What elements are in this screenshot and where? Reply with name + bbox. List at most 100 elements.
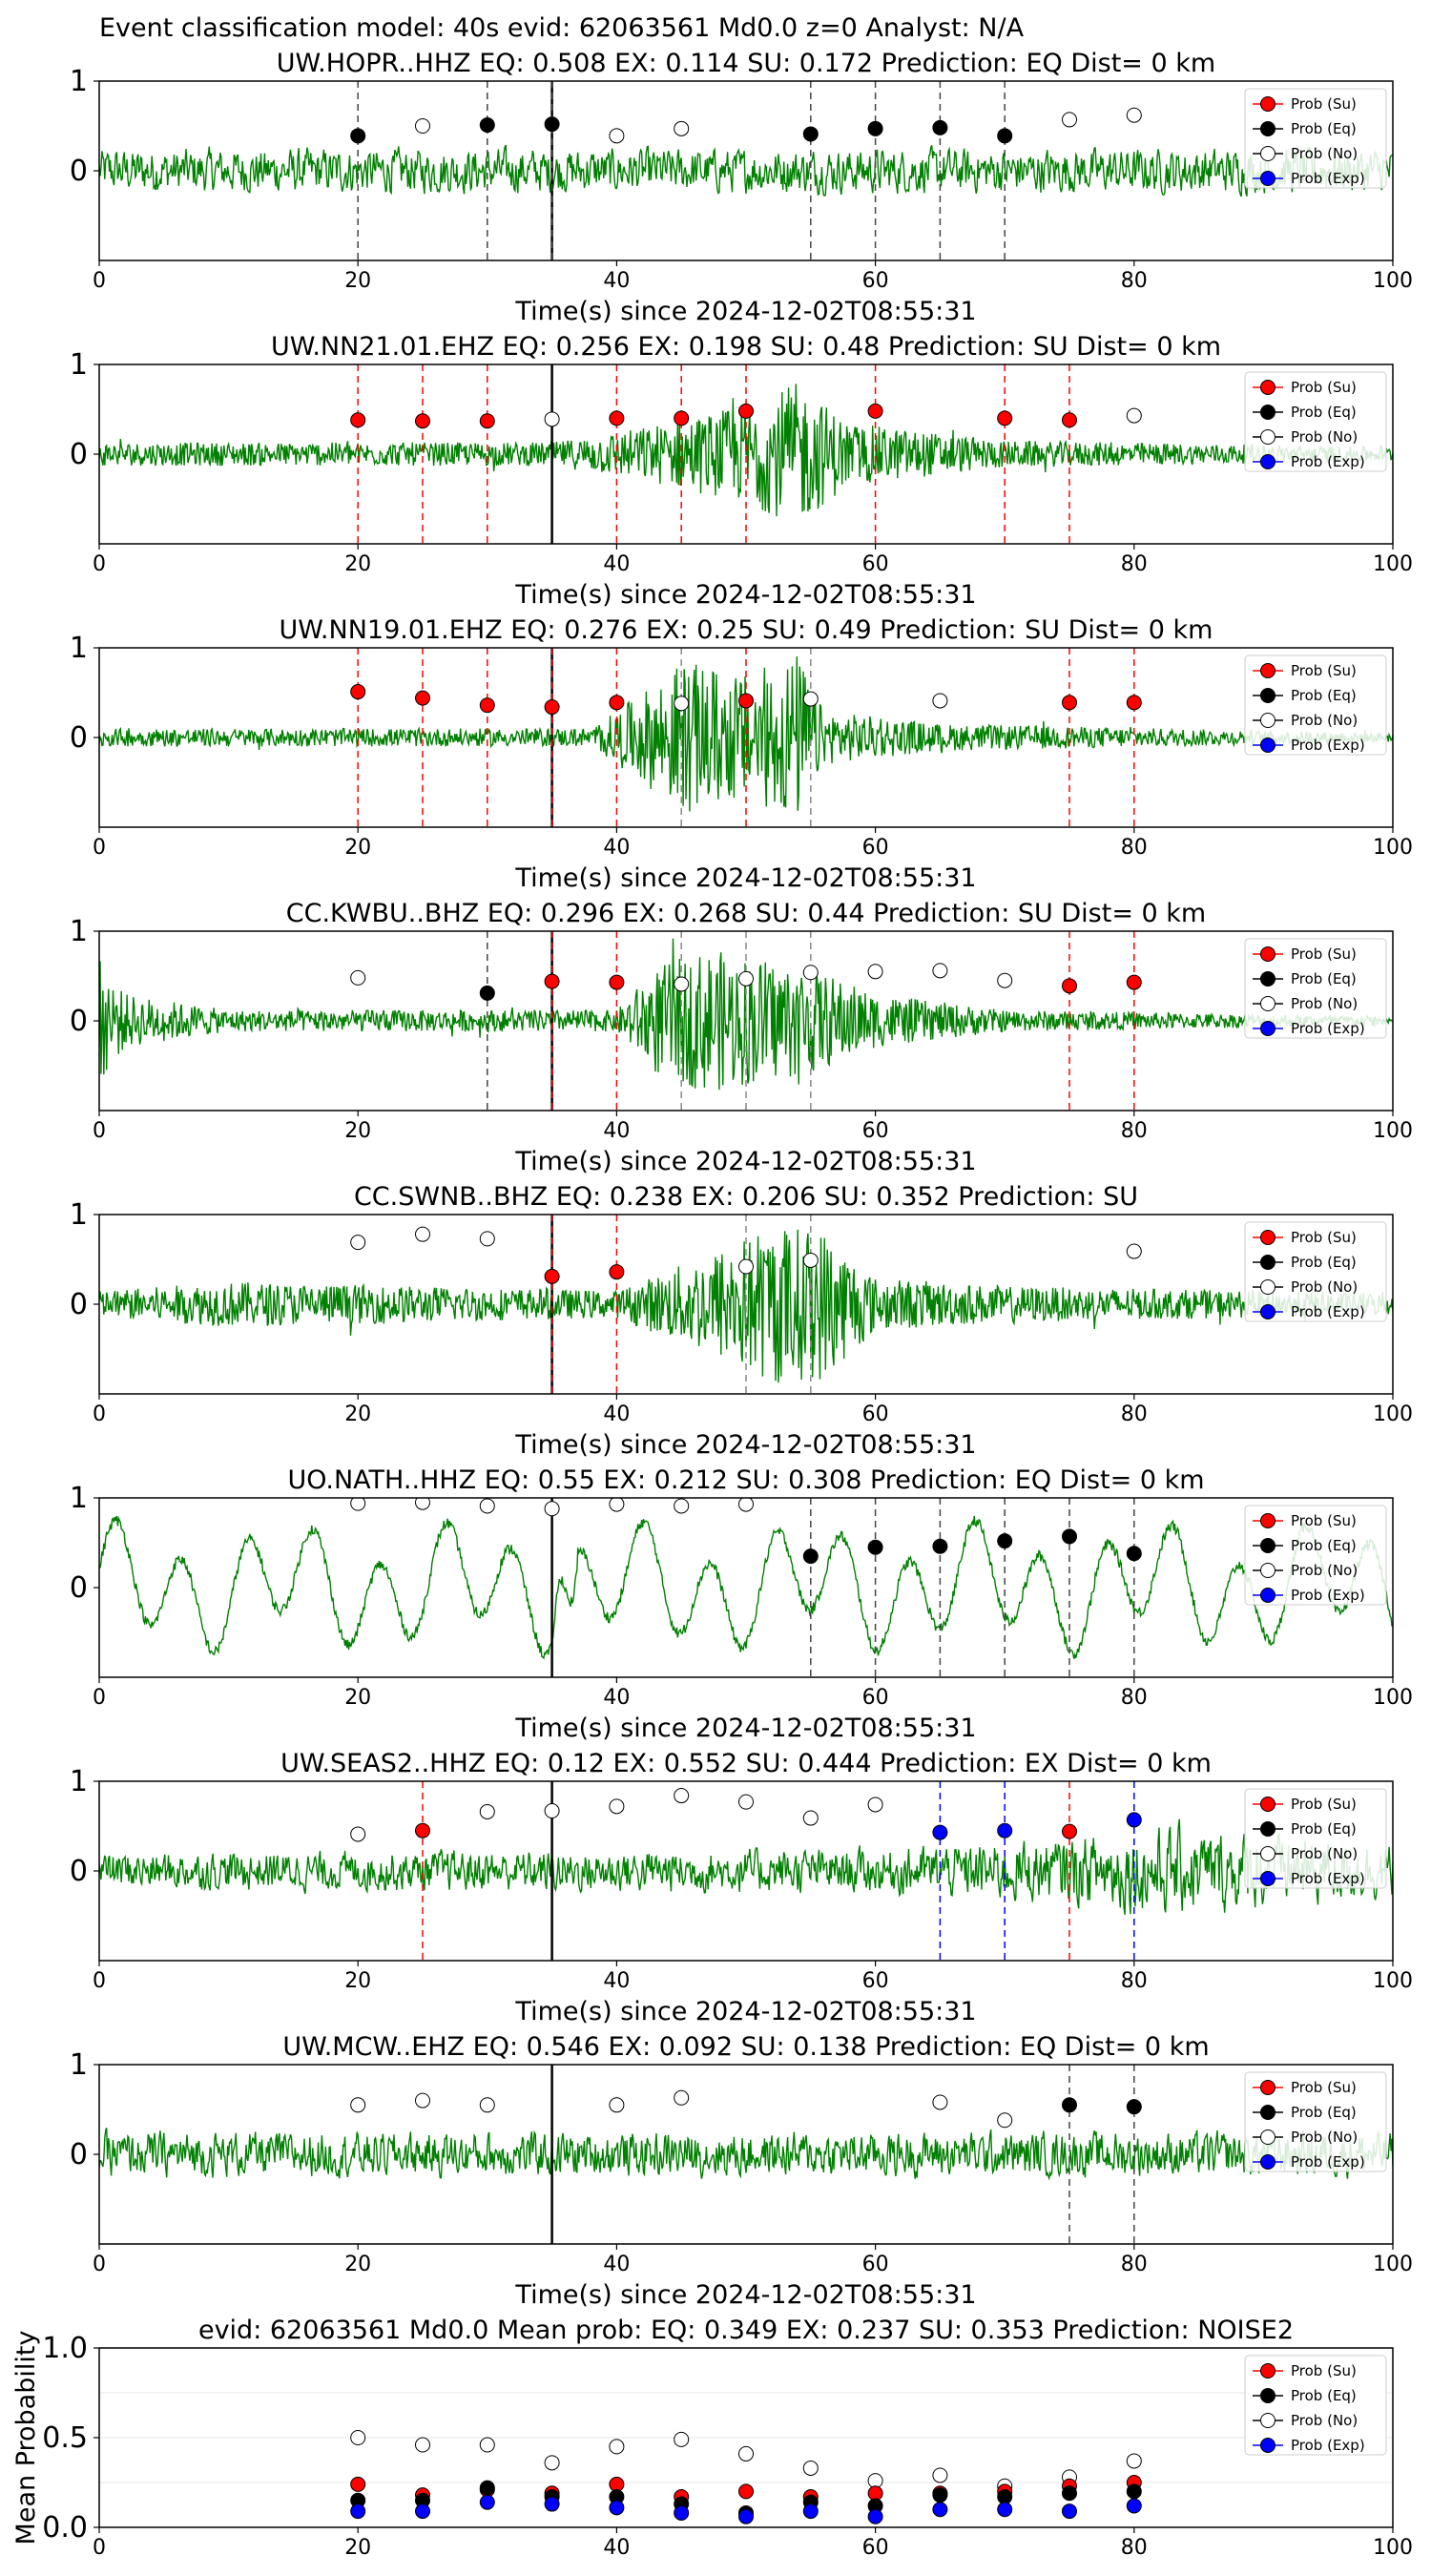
y-axis-label: Mean Probability: [11, 2331, 41, 2545]
prob-point-no: [997, 2112, 1013, 2129]
legend-label-exp: Prob (Exp): [1291, 1020, 1365, 1037]
prob-point-su: [415, 1822, 430, 1839]
prob-point-su: [1062, 1823, 1077, 1839]
mean-point-no: [479, 2437, 495, 2453]
legend-label-no: Prob (No): [1291, 2129, 1358, 2146]
mean-point-no: [415, 2437, 430, 2453]
x-tick-label: 60: [862, 2536, 889, 2560]
x-tick-label: 0: [93, 1686, 106, 1710]
legend-marker-exp: [1260, 454, 1275, 469]
legend: Prob (Su) Prob (Eq) Prob (No) Prob (Exp): [1244, 2355, 1387, 2456]
x-tick-label: 20: [344, 1686, 371, 1710]
prob-point-su: [544, 699, 560, 716]
legend-label-eq: Prob (Eq): [1291, 1537, 1357, 1554]
legend: Prob (Su) Prob (Eq) Prob (No) Prob (Exp): [1244, 654, 1387, 756]
x-tick-label: 80: [1121, 1686, 1148, 1710]
x-tick-label: 60: [862, 2253, 889, 2276]
legend-marker-su: [1260, 2363, 1275, 2379]
mean-point-exp: [415, 2503, 430, 2520]
legend-label-no: Prob (No): [1291, 428, 1358, 446]
x-tick-label: 80: [1121, 552, 1148, 576]
prob-point-no: [415, 1226, 430, 1242]
plot-area: [99, 1498, 1393, 1677]
prob-point-eq: [867, 1539, 883, 1555]
x-tick-label: 0: [93, 1402, 106, 1426]
legend: Prob (Su) Prob (Eq) Prob (No) Prob (Exp): [1244, 2071, 1387, 2172]
legend-label-no: Prob (No): [1291, 1278, 1358, 1296]
x-tick-label: 100: [1373, 1969, 1413, 1993]
legend-label-eq: Prob (Eq): [1291, 2104, 1357, 2121]
legend-box: [1244, 654, 1387, 756]
x-tick-label: 40: [603, 269, 630, 293]
prob-point-no: [738, 1258, 754, 1275]
chart-panel-4: CC.KWBU..BHZ EQ: 0.296 EX: 0.268 SU: 0.4…: [70, 899, 1413, 1176]
y-tick-label: 0: [70, 1005, 88, 1038]
prob-point-no: [415, 2092, 430, 2109]
prob-point-no: [544, 1803, 560, 1819]
mean-point-exp: [738, 2508, 754, 2524]
prob-point-no: [609, 128, 625, 144]
legend-marker-no: [1260, 429, 1275, 445]
prob-point-eq: [1062, 2097, 1077, 2113]
legend: Prob (Su) Prob (Eq) Prob (No) Prob (Exp): [1244, 1505, 1387, 1606]
x-axis-label: Time(s) since 2024-12-02T08:55:31: [514, 580, 976, 610]
x-tick-label: 0: [93, 836, 106, 860]
mean-point-eq: [1126, 2483, 1142, 2500]
legend-label-eq: Prob (Eq): [1291, 970, 1357, 987]
prob-point-no: [479, 1498, 495, 1514]
legend-marker-su: [1260, 96, 1275, 112]
prob-point-eq: [479, 117, 495, 134]
plot-area: [99, 1215, 1393, 1394]
legend-box: [1244, 1221, 1387, 1322]
x-tick-label: 0: [93, 2536, 106, 2560]
x-axis-label: Time(s) since 2024-12-02T08:55:31: [514, 1147, 976, 1176]
prob-point-no: [802, 691, 819, 707]
legend-label-su: Prob (Su): [1291, 662, 1357, 679]
prob-point-no: [350, 969, 366, 986]
prob-point-eq: [997, 128, 1013, 144]
prob-point-eq: [997, 1533, 1013, 1549]
mean-point-eq: [932, 2487, 948, 2503]
prob-point-no: [674, 1788, 690, 1804]
prob-point-eq: [932, 1538, 948, 1554]
mean-point-exp: [997, 2502, 1013, 2518]
prob-point-eq: [932, 119, 948, 135]
chart-title: CC.KWBU..BHZ EQ: 0.296 EX: 0.268 SU: 0.4…: [286, 899, 1207, 928]
mean-point-no: [802, 2460, 819, 2476]
chart-title: evid: 62063561 Md0.0 Mean prob: EQ: 0.34…: [198, 2316, 1294, 2345]
prob-point-no: [932, 963, 948, 979]
legend-label-no: Prob (No): [1291, 2412, 1358, 2429]
prob-point-su: [350, 412, 366, 428]
plot-area: [99, 1781, 1393, 1961]
prob-point-eq: [867, 120, 883, 136]
chart-panel-5: CC.SWNB..BHZ EQ: 0.238 EX: 0.206 SU: 0.3…: [70, 1182, 1413, 1460]
chart-panel-8: UW.MCW..EHZ EQ: 0.546 EX: 0.092 SU: 0.13…: [70, 2032, 1413, 2310]
prob-point-su: [1126, 695, 1142, 711]
y-tick-label: 0: [70, 1288, 88, 1321]
prob-point-eq: [1062, 1528, 1077, 1545]
prob-point-su: [1062, 412, 1077, 428]
prob-point-no: [1126, 407, 1142, 424]
chart-title: UW.NN21.01.EHZ EQ: 0.256 EX: 0.198 SU: 0…: [271, 332, 1221, 362]
x-tick-label: 60: [862, 1402, 889, 1426]
x-tick-label: 40: [603, 1119, 630, 1143]
prob-point-eq: [544, 116, 560, 133]
x-tick-label: 80: [1121, 836, 1148, 860]
chart-title: UW.HOPR..HHZ EQ: 0.508 EX: 0.114 SU: 0.1…: [277, 49, 1215, 78]
legend-marker-eq: [1260, 2105, 1275, 2120]
legend-label-exp: Prob (Exp): [1291, 1870, 1365, 1887]
x-tick-label: 20: [344, 1969, 371, 1993]
legend-marker-su: [1260, 1797, 1275, 1812]
prob-point-no: [1062, 112, 1077, 128]
y-tick-label: 0: [70, 2138, 88, 2171]
legend-label-no: Prob (No): [1291, 995, 1358, 1012]
mean-point-exp: [609, 2500, 625, 2516]
legend-marker-exp: [1260, 1304, 1275, 1319]
legend-label-exp: Prob (Exp): [1291, 1587, 1365, 1604]
legend-marker-no: [1260, 146, 1275, 161]
mean-point-no: [674, 2431, 690, 2447]
legend-label-eq: Prob (Eq): [1291, 1254, 1357, 1271]
legend-marker-exp: [1260, 1588, 1275, 1603]
prob-point-su: [350, 684, 366, 700]
